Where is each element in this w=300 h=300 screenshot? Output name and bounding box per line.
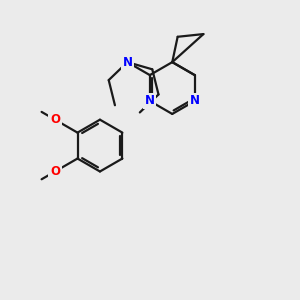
Text: O: O [50, 165, 60, 178]
Text: N: N [122, 56, 132, 69]
Text: O: O [50, 113, 60, 126]
Text: N: N [190, 94, 200, 107]
Text: N: N [145, 94, 155, 107]
